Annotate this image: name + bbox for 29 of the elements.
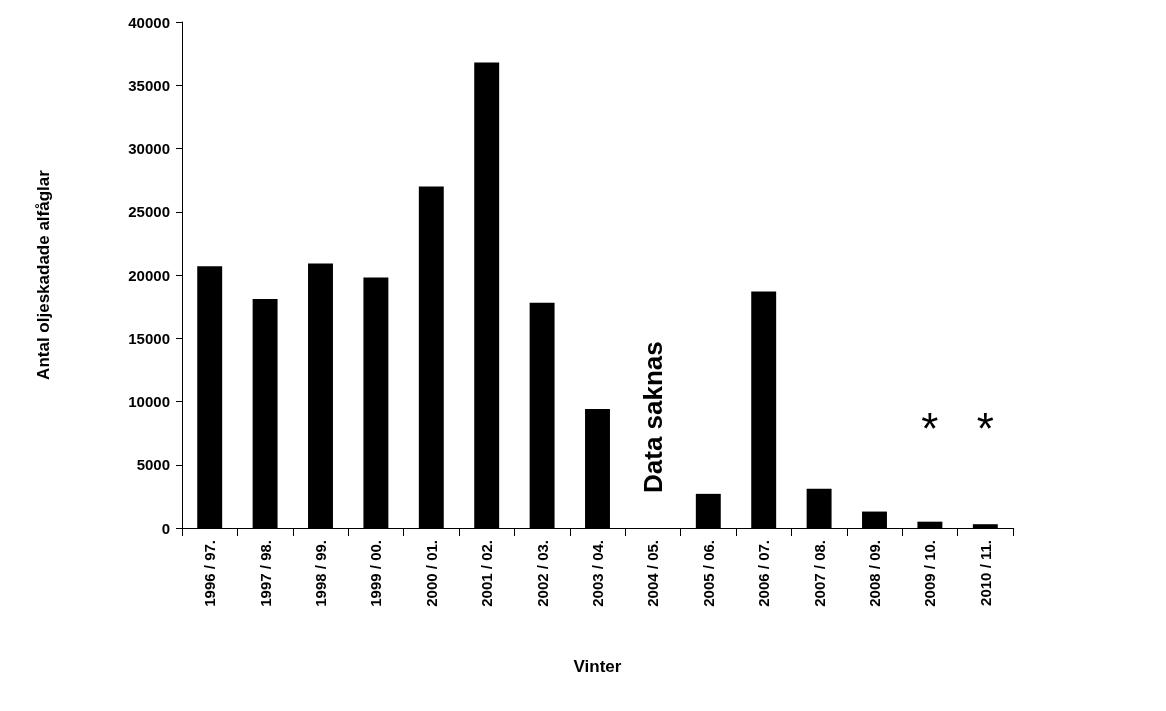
- annotation: *: [921, 403, 939, 453]
- annotation: Data saknas: [637, 341, 668, 493]
- x-tick-label: 1996 / 97.: [201, 540, 219, 607]
- y-tick-label: 25000: [128, 203, 170, 221]
- x-tick-label: 2007 / 08.: [810, 540, 828, 607]
- y-tick-label: 5000: [136, 456, 170, 474]
- x-tick-label: 2006 / 07.: [755, 540, 773, 607]
- x-tick-label: 1998 / 99.: [312, 540, 329, 607]
- x-tick-label: 2003 / 04.: [589, 540, 606, 607]
- y-tick-label: 40000: [128, 13, 170, 31]
- x-tick-label: 2010 / 11.: [976, 540, 994, 606]
- x-tick-label: 2001 / 02.: [478, 540, 496, 607]
- x-tick-label: 2000 / 01.: [422, 540, 440, 607]
- x-axis-title: Vinter: [573, 657, 622, 676]
- y-axis-title: Antal oljeskadade alfåglar: [34, 169, 53, 380]
- y-tick-label: 30000: [128, 140, 170, 157]
- y-tick-label: 15000: [128, 329, 170, 347]
- y-tick-label: 0: [161, 519, 170, 537]
- x-tick-label: 2005 / 06.: [699, 540, 717, 607]
- x-tick-label: 1997 / 98.: [256, 540, 274, 607]
- y-tick-label: 20000: [128, 266, 170, 284]
- x-tick-label: 2004 / 05.: [644, 540, 662, 607]
- x-tick-label: 1999 / 00.: [367, 540, 385, 607]
- y-tick-label: 10000: [128, 393, 170, 410]
- annotation: *: [976, 403, 994, 453]
- x-tick-label: 2009 / 10.: [921, 540, 939, 607]
- y-tick-label: 35000: [128, 76, 170, 94]
- x-tick-label: 2002 / 03.: [533, 540, 551, 607]
- x-tick-label: 2008 / 09.: [866, 540, 883, 607]
